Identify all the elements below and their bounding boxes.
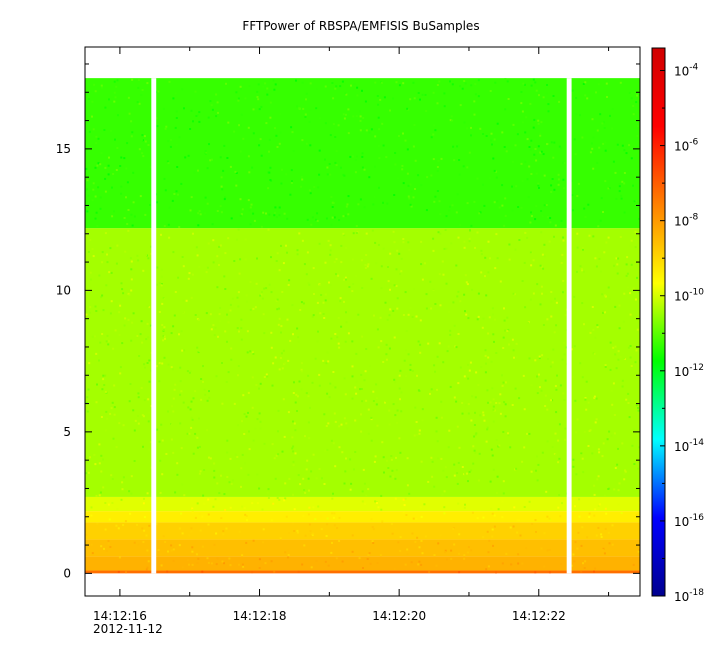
x-tick-label: 14:12:16 <box>93 609 147 623</box>
colorbar-tick-label: 10-6 <box>674 138 699 154</box>
data-gap-0 <box>151 78 157 574</box>
y-axis: 0 5 10 15 <box>56 63 640 580</box>
x-tick-label: 14:12:18 <box>233 609 287 623</box>
spectrum-band-1 <box>85 556 640 571</box>
y-tick-label: 15 <box>56 142 71 156</box>
y-tick-label: 0 <box>63 566 71 580</box>
spectrum-band-0 <box>85 570 640 574</box>
chart-title: FFTPower of RBSPA/EMFISIS BuSamples <box>242 19 479 33</box>
y-tick-label: 5 <box>63 425 71 439</box>
plot-data-area <box>85 78 640 574</box>
plot-frame <box>84 46 641 597</box>
x-tick-label: 14:12:20 <box>372 609 426 623</box>
colorbar-tick-label: 10-18 <box>674 588 704 604</box>
spectrum-band-5 <box>85 496 640 512</box>
colorbar-tick-label: 10-8 <box>674 213 699 229</box>
x-tick-label: 14:12:22 <box>512 609 566 623</box>
colorbar-tick-label: 10-14 <box>674 438 704 454</box>
spectrum-band-2 <box>85 539 640 557</box>
spectrum-noise-texture <box>85 78 640 574</box>
colorbar-tick-label: 10-16 <box>674 513 704 529</box>
y-tick-label: 10 <box>56 283 71 297</box>
spectrum-band-3 <box>85 522 640 540</box>
colorbar-tick-label: 10-12 <box>674 363 704 379</box>
data-gap-1 <box>566 78 572 574</box>
colorbar-tick-label: 10-4 <box>674 63 699 79</box>
spectrum-band-4 <box>85 511 640 523</box>
spectrum-band-6 <box>85 228 640 497</box>
colorbar-tick-label: 10-10 <box>674 288 704 304</box>
x-axis: 14:12:16 14:12:18 14:12:20 14:12:22 <box>93 47 610 623</box>
colorbar: 10-4 10-6 10-8 10-10 10-12 10-14 10-16 10-18 <box>651 47 704 604</box>
x-date-label: 2012-11-12 <box>93 622 163 636</box>
colorbar-gradient <box>651 47 666 597</box>
